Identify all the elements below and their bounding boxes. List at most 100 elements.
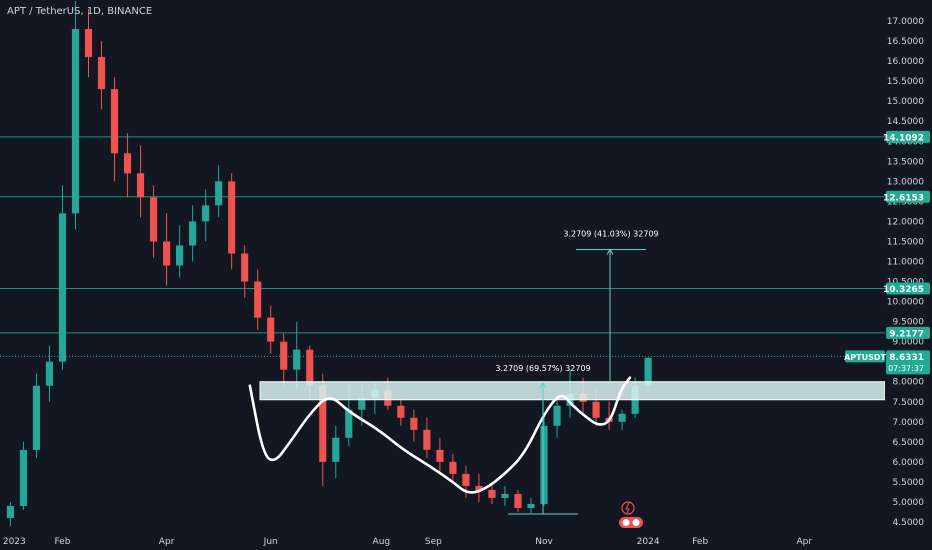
candle-body — [319, 385, 327, 462]
price-tick-label: 15.0000 — [887, 97, 924, 107]
price-tick-label: 11.5000 — [887, 237, 924, 247]
candle-body — [332, 437, 340, 462]
time-tick-label: Feb — [692, 537, 708, 547]
candle-body — [618, 413, 626, 422]
candle-body — [488, 489, 496, 498]
candle-body — [410, 417, 418, 430]
candle-body — [123, 153, 132, 174]
candle-body — [228, 181, 236, 254]
price-tick-label: 5.0000 — [893, 498, 925, 508]
level-price-tag-label: 9.2177 — [889, 329, 924, 339]
candle-body — [97, 57, 106, 90]
events-icon-dot — [622, 519, 630, 526]
time-tick-label: Feb — [55, 537, 71, 547]
candle-body — [71, 29, 80, 214]
candle-body — [215, 181, 223, 206]
candle-body — [176, 245, 184, 266]
current-price-tag — [886, 350, 930, 375]
level-price-tag-label: 14.1092 — [883, 133, 924, 143]
candle-body — [267, 317, 275, 342]
time-tick-label: Apr — [797, 537, 813, 547]
price-tick-label: 15.5000 — [887, 77, 924, 87]
time-tick-label: 2023 — [3, 537, 26, 547]
candle-body — [32, 385, 41, 450]
level-price-tag-label: 10.3265 — [883, 285, 924, 295]
candle-body — [644, 357, 652, 386]
price-tick-label: 7.0000 — [893, 418, 925, 428]
candle-body — [592, 401, 600, 418]
resistance-zone[interactable] — [259, 381, 886, 401]
candle-body — [45, 361, 54, 386]
time-tick-label: 2024 — [637, 537, 660, 547]
symbol-tag-label: APTUSDT — [844, 353, 886, 362]
flash-icon-bolt — [625, 502, 630, 514]
symbol-title: APT / TetherUS, 1D, BINANCE — [7, 6, 152, 17]
price-tick-label: 11.0000 — [887, 257, 924, 267]
events-icon-dot — [632, 519, 640, 526]
candle-body — [514, 493, 522, 508]
price-tick-label: 7.5000 — [893, 398, 925, 408]
flash-icon[interactable] — [621, 501, 635, 515]
candle-body — [280, 341, 288, 370]
candle-body — [149, 197, 158, 242]
candle-body — [475, 485, 483, 490]
price-tick-label: 9.0000 — [893, 338, 925, 348]
price-tick-label: 6.0000 — [893, 458, 925, 468]
time-tick-label: Aug — [373, 537, 391, 547]
price-tick-label: 12.0000 — [887, 217, 924, 227]
candlestick-series — [6, 0, 652, 526]
time-tick-label: Jun — [263, 537, 278, 547]
price-tick-label: 16.5000 — [887, 37, 924, 47]
cup-handle-curve[interactable] — [248, 376, 632, 494]
candle-body — [84, 29, 93, 58]
time-tick-label: Apr — [159, 537, 175, 547]
level-price-tag — [886, 282, 930, 295]
level-price-tag — [886, 326, 930, 339]
horizontal-levels — [0, 136, 885, 357]
candle-body — [6, 505, 14, 518]
time-axis[interactable]: 2023 Feb Apr Jun Aug Sep Nov 2024 Feb Apr — [3, 537, 813, 547]
candle-body — [241, 253, 249, 282]
price-tick-label: 4.5000 — [893, 518, 925, 528]
candle-body — [202, 205, 210, 222]
countdown-label: 07:37:37 — [888, 364, 924, 373]
price-tick-label: 5.5000 — [893, 478, 925, 488]
candle-body — [293, 349, 301, 370]
price-tick-label: 14.5000 — [887, 117, 924, 127]
price-tick-label: 10.0000 — [887, 298, 924, 308]
price-axis[interactable]: 4.5000 5.0000 5.5000 6.0000 6.5000 7.0000 7.50… — [885, 0, 932, 550]
candle-body — [306, 349, 314, 386]
candle-body — [358, 397, 366, 410]
candle-body — [553, 405, 561, 426]
price-range-measurements[interactable]: 3.2709 (41.03%) 32709 3.2709 (69.57%) 327… — [495, 229, 659, 515]
price-tick-label: 6.5000 — [893, 438, 925, 448]
level-price-tag — [886, 130, 930, 143]
price-tick-label: 13.5000 — [887, 157, 924, 167]
candle-body — [527, 503, 535, 508]
zone-rect[interactable] — [259, 381, 886, 401]
measure-arrowhead — [606, 248, 614, 255]
measure-arrowhead — [539, 381, 547, 389]
measure-label: 3.2709 (69.57%) 32709 — [495, 364, 590, 373]
candle-body — [110, 89, 119, 154]
candle-body — [540, 425, 548, 504]
level-price-tag — [886, 190, 930, 203]
measure-label: 3.2709 (41.03%) 32709 — [563, 229, 658, 238]
candle-body — [163, 241, 171, 266]
symbol-tag — [845, 350, 885, 363]
price-tick-label: 16.0000 — [887, 57, 924, 67]
cup-and-handle-drawing[interactable] — [248, 376, 632, 494]
level-price-tag-label: 12.6153 — [883, 193, 924, 203]
candle-body — [189, 221, 197, 246]
chart-icons[interactable] — [619, 501, 643, 528]
candle-body — [462, 473, 470, 486]
current-price-label: 8.6331 — [889, 353, 924, 363]
time-tick-label: Nov — [535, 537, 553, 547]
candle-body — [345, 409, 353, 438]
candle-body — [449, 461, 457, 474]
candle-body — [423, 429, 431, 450]
price-tick-label: 13.0000 — [887, 177, 924, 187]
price-tags: 14.1092 12.6153 10.3265 9.2177 APTUSDT 8.6331… — [844, 130, 930, 375]
